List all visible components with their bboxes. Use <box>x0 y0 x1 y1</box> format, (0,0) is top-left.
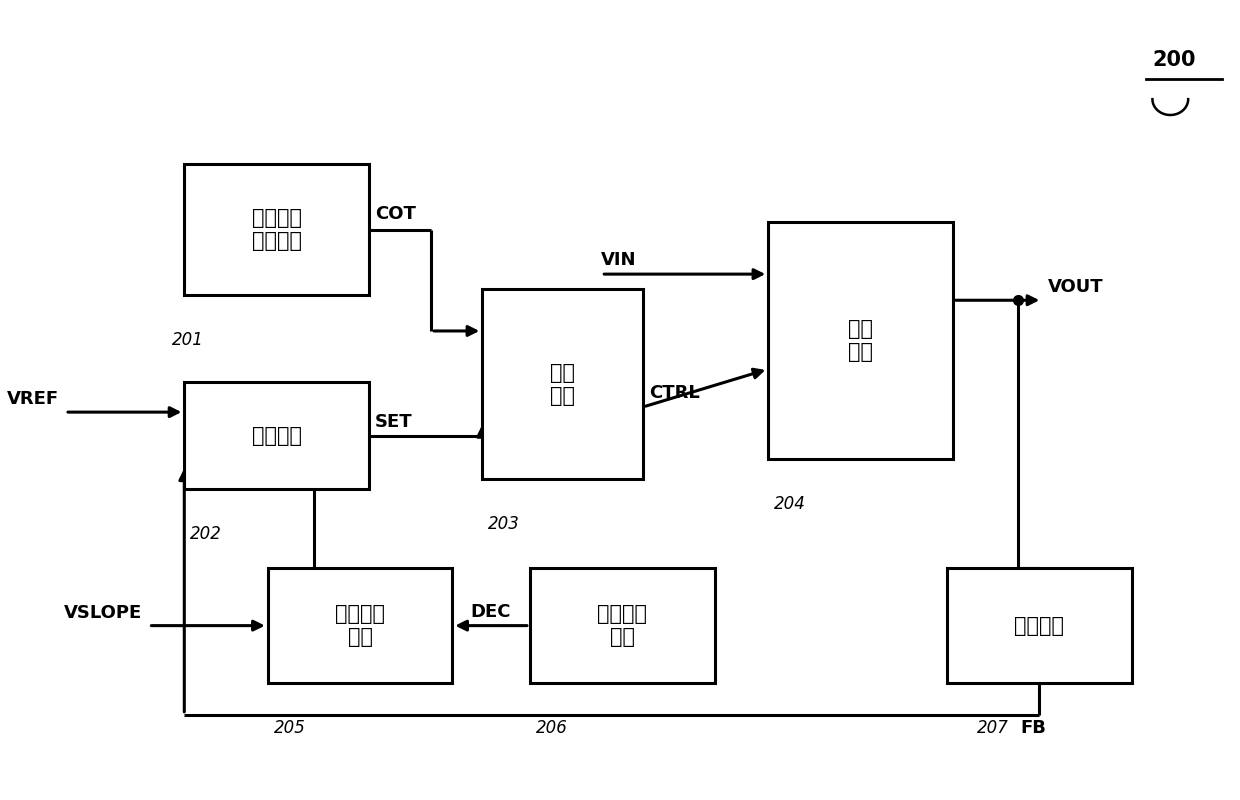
Bar <box>268 568 453 683</box>
Text: VOUT: VOUT <box>1048 278 1104 296</box>
Text: 203: 203 <box>489 514 520 533</box>
Text: VSLOPE: VSLOPE <box>64 604 143 622</box>
Text: 反馈电路: 反馈电路 <box>1014 616 1064 636</box>
Text: 207: 207 <box>977 718 1008 737</box>
Text: CTRL: CTRL <box>649 384 699 402</box>
Text: SET: SET <box>374 413 413 431</box>
Bar <box>185 382 370 489</box>
Bar <box>482 289 644 479</box>
Bar <box>768 222 952 459</box>
Bar <box>529 568 714 683</box>
Text: 206: 206 <box>536 718 568 737</box>
Text: 比较单元: 比较单元 <box>252 426 301 446</box>
Text: 205: 205 <box>274 718 305 737</box>
Text: 斜坡补偿
单元: 斜坡补偿 单元 <box>335 604 386 647</box>
Text: 201: 201 <box>172 330 205 349</box>
Text: COT: COT <box>374 206 415 223</box>
Text: VIN: VIN <box>601 251 637 270</box>
Text: VREF: VREF <box>7 390 60 408</box>
Text: 逻辑
单元: 逻辑 单元 <box>551 362 575 406</box>
Text: 200: 200 <box>1152 50 1195 70</box>
Text: 负载检测
单元: 负载检测 单元 <box>598 604 647 647</box>
Text: FB: FB <box>1021 718 1047 737</box>
Text: 导通时间
控制单元: 导通时间 控制单元 <box>252 208 301 251</box>
Text: 开关
电路: 开关 电路 <box>848 319 873 362</box>
Bar <box>185 165 370 295</box>
Text: DEC: DEC <box>471 603 511 621</box>
Text: 204: 204 <box>774 495 806 513</box>
Text: 202: 202 <box>190 525 222 542</box>
Bar <box>947 568 1132 683</box>
